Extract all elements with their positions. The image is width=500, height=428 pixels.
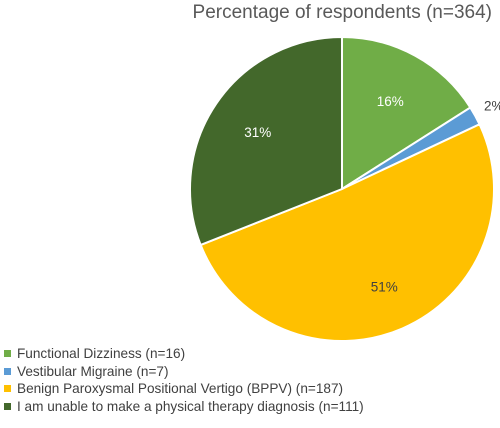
pie-slice-4 [189,35,343,247]
data-label-3: 51% [371,280,398,295]
legend: Functional Dizziness (n=16) Vestibular Mi… [4,345,364,415]
legend-swatch-3 [4,385,11,393]
legend-label-3: Benign Paroxysmal Positional Vertigo (BP… [17,381,344,396]
legend-swatch-2 [4,367,11,375]
legend-item-1: Functional Dizziness (n=16) [4,345,364,363]
pie-chart: 16% 2% 51% 31% [189,35,500,343]
legend-item-4: I am unable to make a physical therapy d… [4,398,364,416]
data-label-2: 2% [484,99,500,114]
legend-label-2: Vestibular Migraine (n=7) [17,363,169,379]
chart-title: Percentage of respondents (n=364) [192,2,492,23]
data-label-4: 31% [244,125,271,140]
pie-slice-1 [341,35,472,191]
legend-label-1: Functional Dizziness (n=16) [17,346,186,361]
legend-swatch-4 [4,402,11,410]
legend-item-2: Vestibular Migraine (n=7) [4,363,364,381]
data-label-1: 16% [377,94,404,109]
legend-swatch-1 [4,350,11,358]
legend-item-3: Benign Paroxysmal Positional Vertigo (BP… [4,380,364,398]
legend-label-4: I am unable to make a physical therapy d… [17,398,364,414]
pie-slice-3 [199,122,495,343]
